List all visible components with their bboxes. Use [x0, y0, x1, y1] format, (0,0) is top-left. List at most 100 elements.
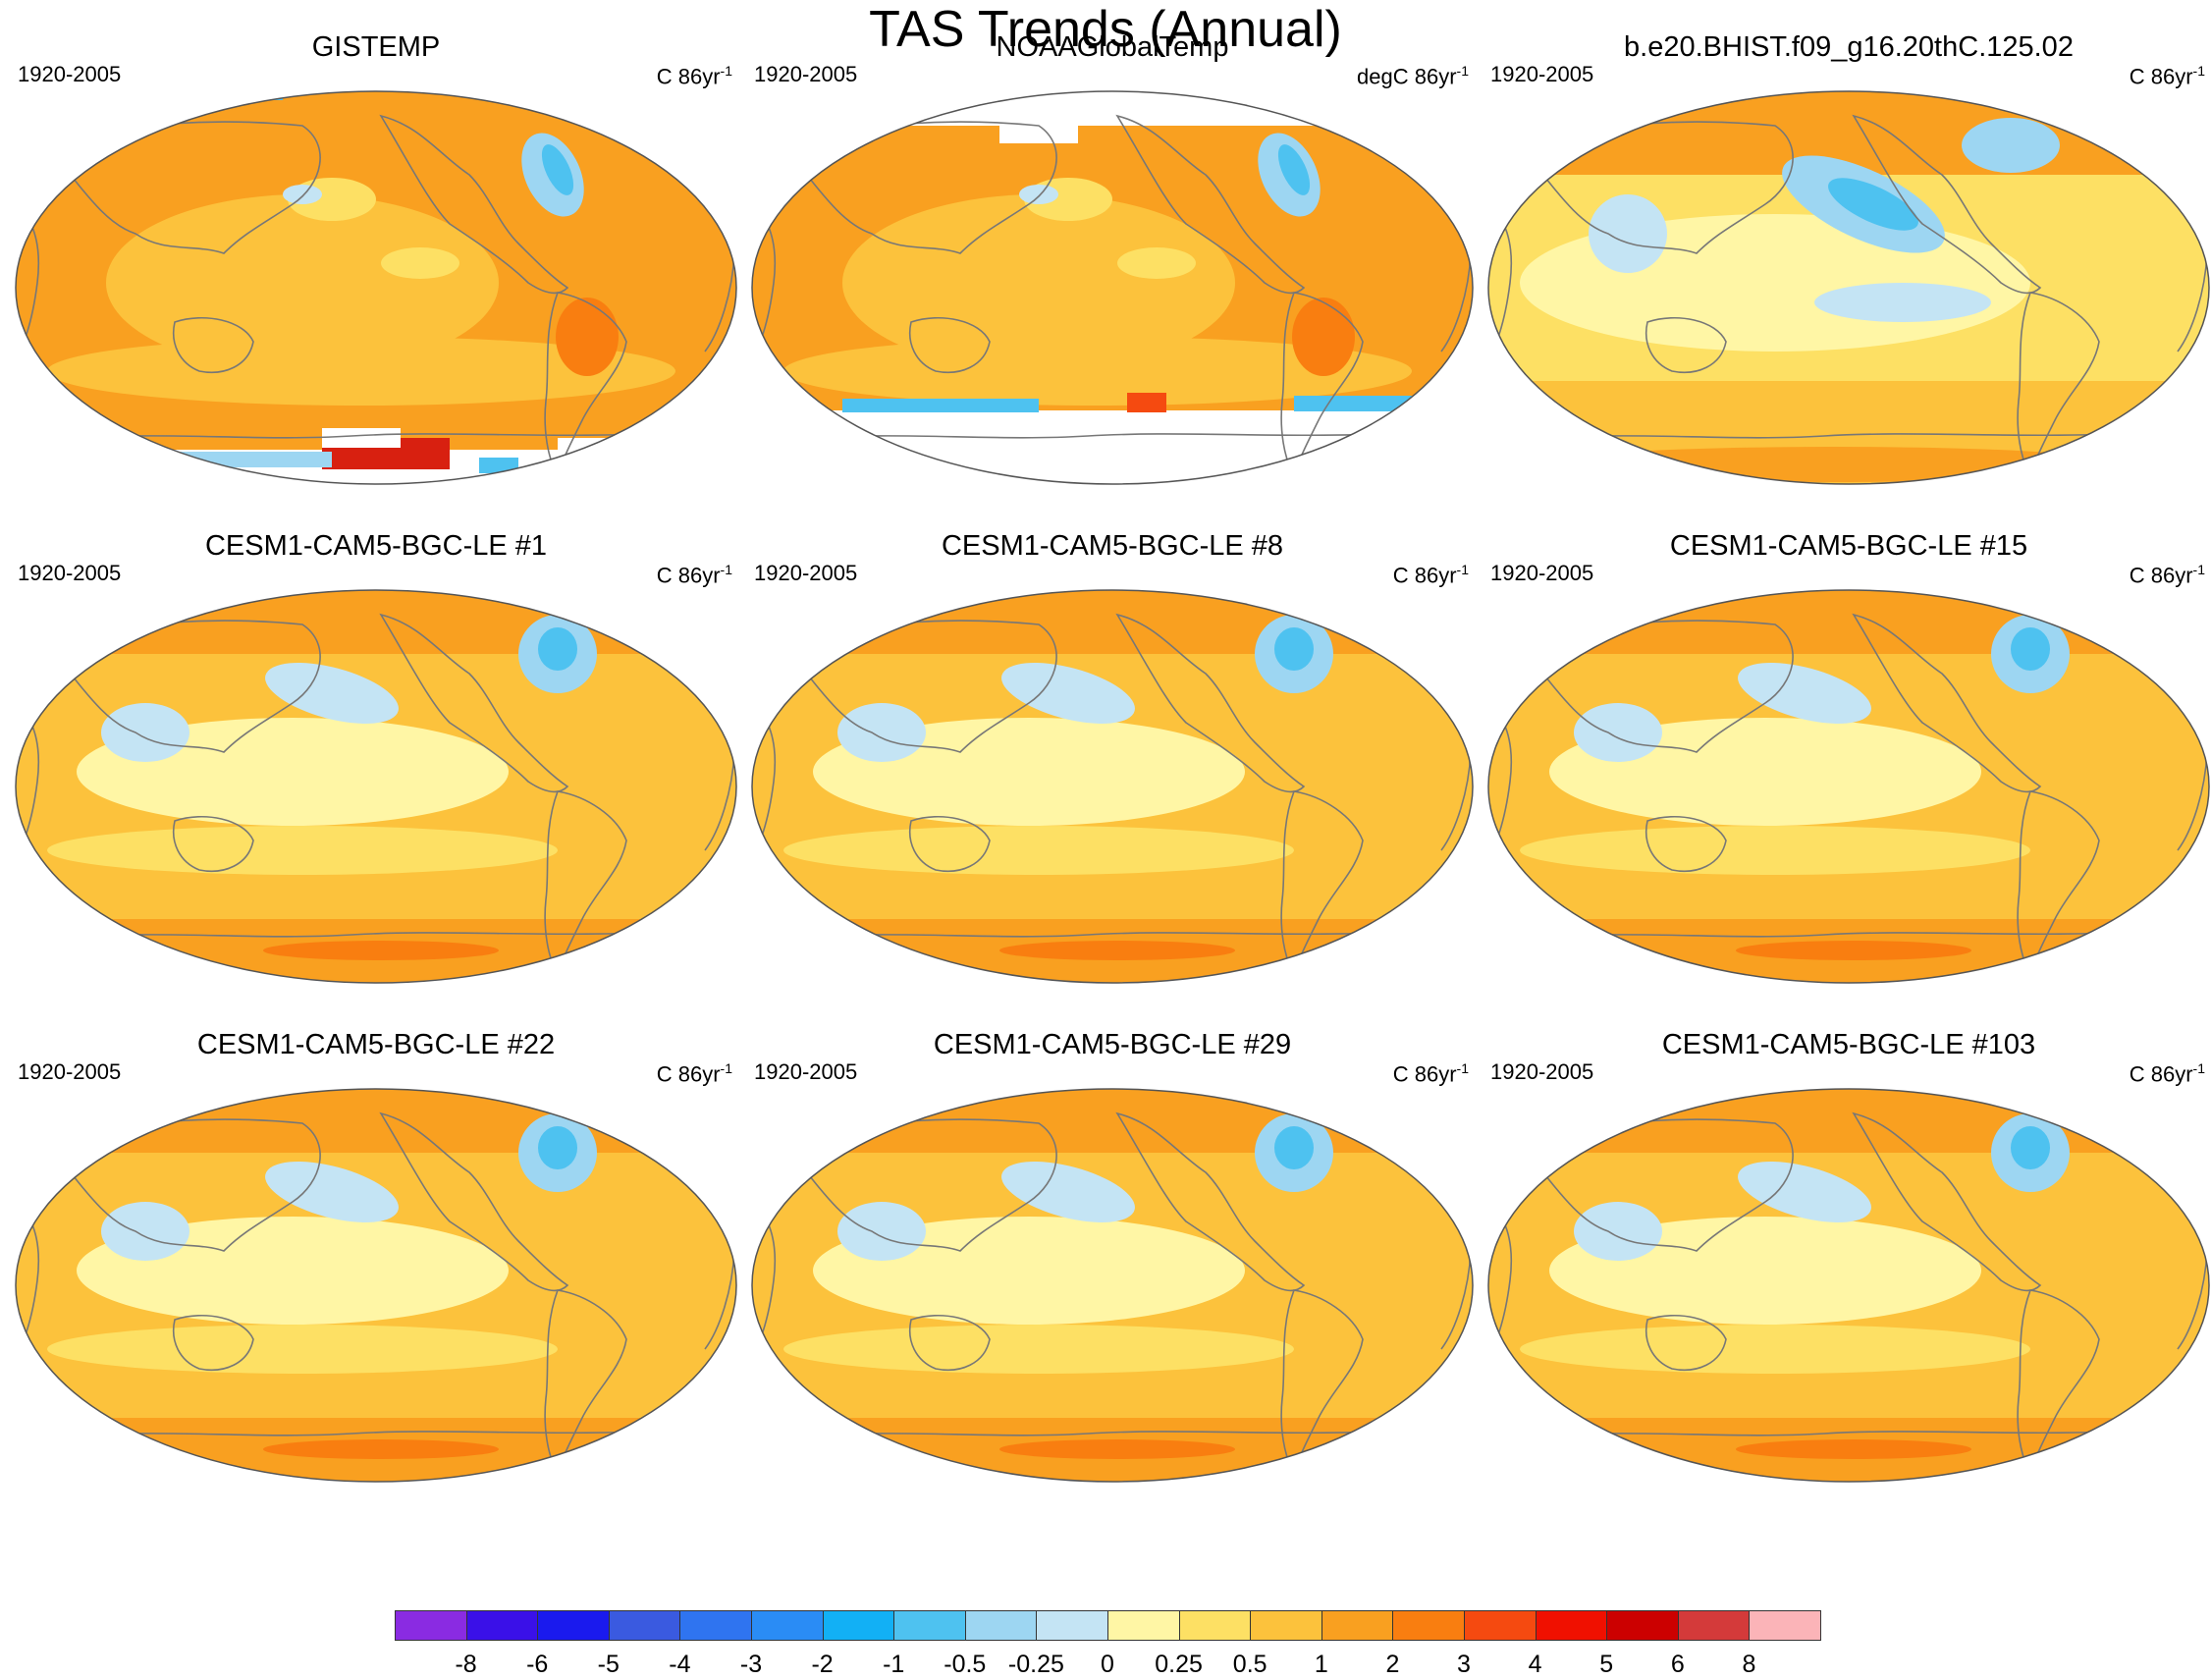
- map-panel: b.e20.BHIST.f09_g16.20thC.125.02 1920-200…: [1481, 27, 2211, 489]
- coast-australia: [1645, 815, 1727, 872]
- field-ant-red: [999, 1439, 1235, 1459]
- panel-period: 1920-2005: [1490, 561, 1594, 585]
- field-ant-mask: [752, 410, 1473, 484]
- coast-north-america: [1852, 613, 2042, 793]
- coast-asia: [782, 1118, 1057, 1252]
- field-ant-red: [263, 941, 499, 960]
- colorbar: [395, 1610, 1821, 1643]
- coast-antarctica: [66, 930, 686, 940]
- map-outline: [751, 1088, 1474, 1483]
- trend-field: [752, 1089, 1473, 1482]
- coast-south-america: [544, 790, 627, 975]
- panel-period: 1920-2005: [1490, 1059, 1594, 1084]
- field-north-band: [752, 590, 1473, 654]
- map-panel: CESM1-CAM5-BGC-LE #8 1920-2005 C 86yr-1: [744, 526, 1481, 988]
- colorbar-label: 0.5: [1232, 1651, 1267, 1678]
- robinson-map: [15, 90, 737, 485]
- panel-period: 1920-2005: [754, 62, 858, 86]
- colorbar-swatch: [751, 1610, 824, 1641]
- field-east-pac-cool: [1814, 283, 1991, 322]
- coast-asia: [45, 121, 321, 254]
- map-panel: CESM1-CAM5-BGC-LE #22 1920-2005 C 86yr-1: [8, 1025, 744, 1487]
- colorbar-label: -4: [669, 1651, 691, 1678]
- coast-australia: [173, 316, 254, 373]
- colorbar-label: 6: [1670, 1651, 1685, 1678]
- field-south-warm: [47, 337, 675, 406]
- trend-field: [1488, 1089, 2209, 1482]
- colorbar-label: 2: [1385, 1651, 1400, 1678]
- map-outline: [15, 90, 737, 485]
- colorbar-swatch: [465, 1610, 539, 1641]
- robinson-map: [751, 589, 1474, 984]
- colorbar-swatch: [1250, 1610, 1322, 1641]
- trend-field: [752, 91, 1473, 484]
- field-nh-pacific-cool: [1001, 1162, 1135, 1222]
- colorbar-swatch: [822, 1610, 895, 1641]
- colorbar-swatch: [1535, 1610, 1608, 1641]
- field-s-america-hot: [556, 298, 619, 376]
- field-nh-pacific-cool: [1738, 1162, 1871, 1222]
- field-ant-red: [1127, 393, 1166, 412]
- coast-south-america: [2017, 790, 2100, 975]
- field-ant-red: [999, 941, 1235, 960]
- map-panel: CESM1-CAM5-BGC-LE #1 1920-2005 C 86yr-1: [8, 526, 744, 988]
- coast-australia: [909, 815, 991, 872]
- field-nh-pacific-cool: [1738, 663, 1871, 724]
- field-ant-blue: [842, 399, 1039, 412]
- panel-title: NOAAGlobalTemp: [996, 31, 1229, 63]
- field-ant-blue-2: [479, 458, 518, 473]
- field-pacific-warm: [106, 194, 499, 371]
- field-asia-cool: [1574, 1202, 1662, 1261]
- coast-antarctica: [1538, 431, 2159, 441]
- panel-title: b.e20.BHIST.f09_g16.20thC.125.02: [1624, 31, 2074, 63]
- colorbar-swatch: [1321, 1610, 1394, 1641]
- panel-period: 1920-2005: [18, 561, 122, 585]
- field-nh-pacific-pale: [283, 185, 322, 204]
- map-outline: [1487, 589, 2210, 984]
- colorbar-swatch: [964, 1610, 1038, 1641]
- colorbar-label: -1: [883, 1651, 905, 1678]
- coast-north-america: [1115, 613, 1306, 793]
- panel-period: 1920-2005: [754, 1059, 858, 1084]
- field-nh-atlantic-core: [1274, 627, 1314, 671]
- map-panel: CESM1-CAM5-BGC-LE #103 1920-2005 C 86yr-1: [1481, 1025, 2211, 1487]
- colorbar-label: -8: [455, 1651, 477, 1678]
- colorbar-label: 0: [1101, 1651, 1114, 1678]
- coast-north-america: [1852, 1111, 2042, 1292]
- robinson-map: [1487, 90, 2210, 485]
- panel-units: degC 86yr-1: [1357, 63, 1469, 89]
- field-south-mild: [47, 1325, 558, 1374]
- coast-antarctica: [802, 1429, 1423, 1438]
- map-panel: CESM1-CAM5-BGC-LE #29 1920-2005 C 86yr-1: [744, 1025, 1481, 1487]
- panel-units: C 86yr-1: [1392, 562, 1469, 588]
- robinson-map: [751, 1088, 1474, 1483]
- field-nh-pacific-cool: [1001, 663, 1135, 724]
- field-ant-blue: [135, 452, 332, 467]
- panel-title: CESM1-CAM5-BGC-LE #29: [933, 1029, 1292, 1060]
- panel-period: 1920-2005: [754, 561, 858, 585]
- coast-south-america: [1280, 292, 1364, 476]
- panel-units: C 86yr-1: [2129, 562, 2205, 588]
- field-pacific-warm: [842, 194, 1235, 371]
- coast-antarctica: [802, 930, 1423, 940]
- field-nh-cold-core: [1828, 178, 1918, 231]
- map-outline: [15, 589, 737, 984]
- field-south-mild: [1520, 1325, 2030, 1374]
- field-nh-atlantic-core: [1274, 1126, 1314, 1169]
- coast-north-america: [379, 114, 569, 295]
- field-atl-cold-2: [1277, 144, 1311, 195]
- field-arctic-mask: [752, 91, 1473, 126]
- colorbar-label: -0.5: [944, 1651, 987, 1678]
- panel-title: CESM1-CAM5-BGC-LE #8: [941, 530, 1284, 562]
- field-ant-blue-2: [1294, 396, 1412, 411]
- coast-asia: [1518, 121, 1794, 254]
- colorbar-swatch: [537, 1610, 610, 1641]
- field-east-pacific-mild: [381, 247, 459, 279]
- colorbar-label: 4: [1528, 1651, 1542, 1678]
- coast-south-america: [1280, 790, 1364, 975]
- field-south-mild: [47, 826, 558, 875]
- colorbar-swatch: [679, 1610, 752, 1641]
- robinson-map: [1487, 589, 2210, 984]
- map-panel: CESM1-CAM5-BGC-LE #15 1920-2005 C 86yr-1: [1481, 526, 2211, 988]
- coast-asia: [45, 620, 321, 753]
